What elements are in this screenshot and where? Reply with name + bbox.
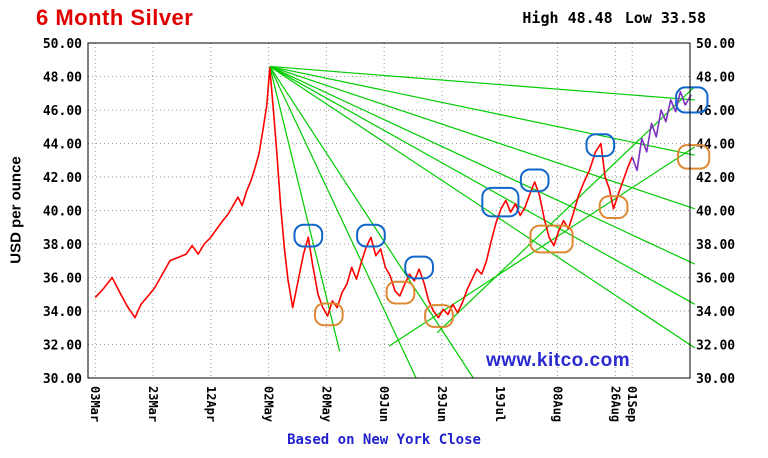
y-axis-label-right: 38.00 (696, 238, 735, 253)
chart-caption: Based on New York Close (287, 432, 481, 448)
y-axis-label-left: 48.00 (43, 71, 82, 86)
y-axis-label-left: 34.00 (43, 305, 82, 320)
highlight-box-blue (675, 86, 709, 114)
y-axis-label-right: 32.00 (696, 339, 735, 354)
y-axis-label-left: 42.00 (43, 171, 82, 186)
kitco-watermark: www.kitco.com (486, 350, 631, 371)
y-axis-label-left: 46.00 (43, 104, 82, 119)
highlight-box-blue (585, 133, 616, 158)
highlight-box-blue (519, 168, 550, 193)
trend-line (269, 65, 696, 265)
chart-title: 6 Month Silver (36, 5, 194, 30)
x-tick-label: 01Sep (625, 386, 639, 422)
x-tick-label: 03Mar (88, 386, 102, 422)
high-value: 48.48 (567, 9, 613, 27)
low-label: Low (624, 9, 652, 27)
y-axis-label-left: 50.00 (43, 37, 82, 52)
x-tick-label: 08Aug (551, 386, 565, 422)
highlight-box-blue (356, 223, 386, 248)
high-low-readout: High 48.48 Low 33.58 (522, 9, 706, 27)
x-tick-label: 20May (319, 386, 333, 422)
y-axis-label-right: 50.00 (696, 37, 735, 52)
y-axis-label-left: 40.00 (43, 205, 82, 220)
trend-line (269, 65, 696, 305)
x-tick-label: 29Jun (435, 386, 449, 422)
plot-border (87, 42, 691, 379)
y-axis-label-right: 34.00 (696, 305, 735, 320)
highlight-box-blue (293, 223, 324, 248)
y-axis-label-left: 30.00 (43, 372, 82, 387)
y-axis-label-right: 44.00 (696, 138, 735, 153)
x-tick-label: 09Jun (377, 386, 391, 422)
highlight-box-orange (313, 302, 344, 327)
price-line (94, 67, 633, 319)
trend-line (269, 65, 695, 101)
highlight-box-orange (676, 144, 711, 170)
y-axis-label-left: 44.00 (43, 138, 82, 153)
highlight-box-orange (424, 304, 454, 328)
y-axis-label-right: 30.00 (696, 372, 735, 387)
y-axis-label-right: 40.00 (696, 205, 735, 220)
x-tick-label: 19Jul (493, 386, 507, 422)
y-axis-label-left: 36.00 (43, 272, 82, 287)
trend-line (388, 146, 696, 347)
high-label: High (522, 9, 559, 27)
x-tick-label: 02May (262, 386, 276, 422)
y-axis-label-left: 32.00 (43, 339, 82, 354)
y-axis-label-right: 42.00 (696, 171, 735, 186)
highlight-box-orange (598, 195, 629, 220)
trend-line (269, 65, 696, 210)
x-tick-label: 23Mar (146, 386, 160, 422)
highlight-box-orange (385, 280, 416, 305)
trend-line (269, 66, 417, 379)
y-axis-label-right: 36.00 (696, 272, 735, 287)
low-value: 33.58 (660, 9, 706, 27)
trend-line (269, 65, 695, 156)
highlight-box-orange (529, 224, 574, 254)
trend-line (436, 86, 696, 334)
x-tick-label: 26Aug (608, 386, 622, 422)
x-tick-label: 12Apr (204, 386, 218, 422)
y-axis-label-left: 38.00 (43, 238, 82, 253)
highlight-box-blue (404, 255, 434, 280)
highlight-box-blue (481, 186, 520, 218)
projection-line (631, 90, 692, 172)
y-axis-label-right: 48.00 (696, 71, 735, 86)
